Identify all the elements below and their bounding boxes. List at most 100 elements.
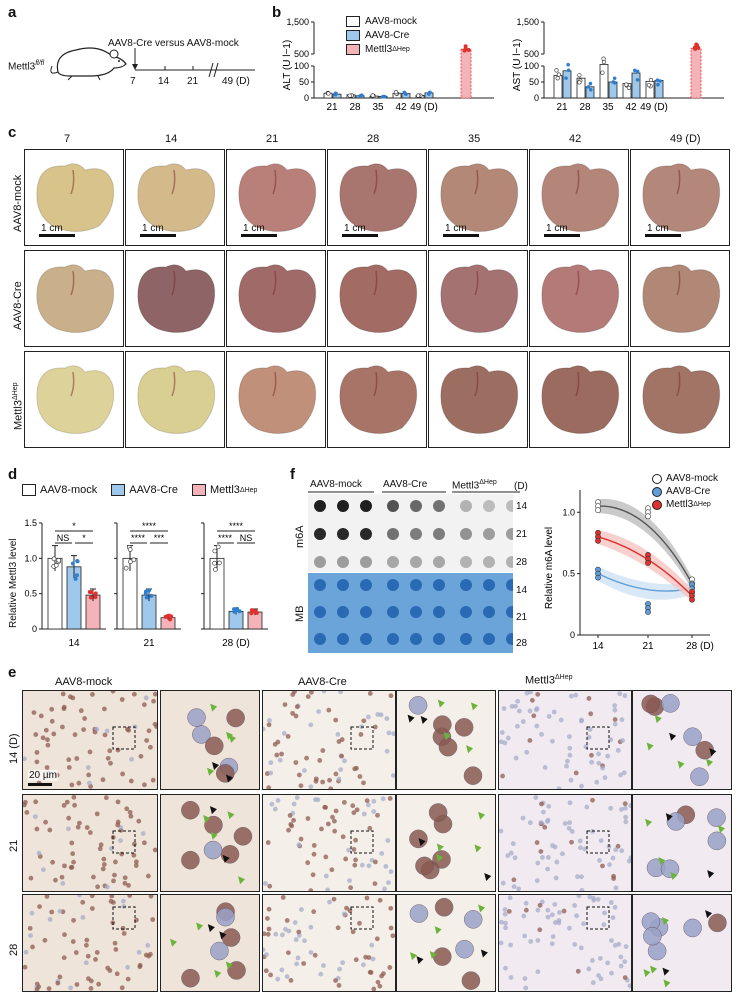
cell-nucleus [152,847,157,853]
panel-e-label: e [8,664,17,681]
cell-nucleus [589,752,594,758]
mb-dot [506,606,513,618]
d-ylabel: Relative Mettl3 level [8,538,19,628]
cell-nucleus [37,904,42,910]
cell-nucleus [513,755,519,761]
liver-photo [630,250,730,347]
row-label-ko-text: Mettl3 [12,400,25,430]
legend-f-ko-text: Mettl3 [666,499,694,510]
cell-nucleus [551,709,557,715]
cell-nucleus [579,783,584,789]
cell-nucleus [545,866,551,872]
cell-nucleus [502,911,508,917]
data-point [123,565,129,571]
cell-nucleus [266,722,272,728]
mb-dot [314,606,326,618]
cell-nucleus [330,814,335,820]
ihc-overview-image [498,894,632,992]
cell-nucleus [575,968,581,974]
cell-nucleus [308,888,314,891]
cell-nucleus [101,862,107,867]
legend-f-cre: AAV8-Cre [652,485,718,498]
black-arrowhead [207,924,215,933]
cell-nucleus [107,748,113,754]
ihc-zoom-image [160,794,260,892]
cell-nucleus [607,862,612,868]
cell-nucleus [266,906,272,912]
e-row-28: 28 [8,943,20,956]
cell-nucleus [46,986,52,991]
ihc-cells [499,895,631,991]
cell-nucleus [613,885,619,891]
data-point [149,593,154,598]
liver-photo: 1 cm [428,149,528,246]
blot-dot [433,528,445,540]
liver-photo [226,351,326,448]
cell-nucleus [546,803,552,809]
liver-shape [339,365,418,434]
cell-nucleus [340,834,346,840]
cell-nucleus [38,713,44,719]
nucleus [433,715,452,734]
row-label-mock: AAV8-mock [12,174,24,232]
cell-nucleus [103,795,109,801]
cell-nucleus [55,980,61,986]
cell-nucleus [523,985,529,991]
cell-nucleus [596,760,602,766]
cell-nucleus [77,820,82,826]
data-point [73,576,78,581]
liver-shape [339,163,418,232]
cell-nucleus [71,859,76,865]
cell-nucleus [293,760,299,765]
ihc-cells [187,703,245,783]
cell-nucleus [502,907,508,912]
cell-nucleus [378,712,384,718]
cell-nucleus [375,812,380,818]
cell-nucleus [335,731,341,737]
cell-nucleus [523,900,529,906]
mb-dot [314,579,326,591]
mb-dot [433,606,445,618]
x-label: 21 [143,638,155,649]
legend-d-ko-sup: ΔHep [239,486,258,494]
cell-nucleus [508,850,514,856]
cell-nucleus [284,918,290,923]
nucleus [210,941,229,961]
liver-shape [541,163,620,232]
nucleus [707,831,727,851]
cell-nucleus [131,691,137,697]
e-col-cre: AAV8-Cre [298,676,347,688]
cell-nucleus [86,976,91,982]
nucleus [690,767,709,786]
nucleus [187,708,206,727]
cell-nucleus [591,897,597,903]
cell-nucleus [358,732,364,737]
cell-nucleus [62,863,67,869]
cell-nucleus [110,691,116,694]
cell-nucleus [516,886,521,891]
liver-photo [428,351,528,448]
blot-dot [314,500,326,512]
cell-nucleus [320,779,326,785]
nucleus [428,803,448,822]
mb-dot [337,579,349,591]
cell-nucleus [590,980,596,986]
cell-nucleus [298,783,304,789]
cell-nucleus [612,717,618,722]
cell-nucleus [609,938,614,944]
f-blot-row-28: 28 [516,557,528,568]
data-point [213,567,218,572]
cell-nucleus [622,801,628,807]
scale-bar-label: 1 cm [344,223,366,234]
scale-bar [443,234,479,237]
cell-nucleus [86,772,92,778]
cell-nucleus [619,717,625,723]
cell-nucleus [282,702,288,707]
cell-nucleus [104,884,110,890]
cell-nucleus [360,962,366,968]
black-arrowhead [407,714,415,723]
blot-dot [387,528,399,540]
y-tick-label: 0.5 [24,589,37,599]
x-tick-label: 28 [349,102,361,113]
dot-ko [696,45,701,50]
